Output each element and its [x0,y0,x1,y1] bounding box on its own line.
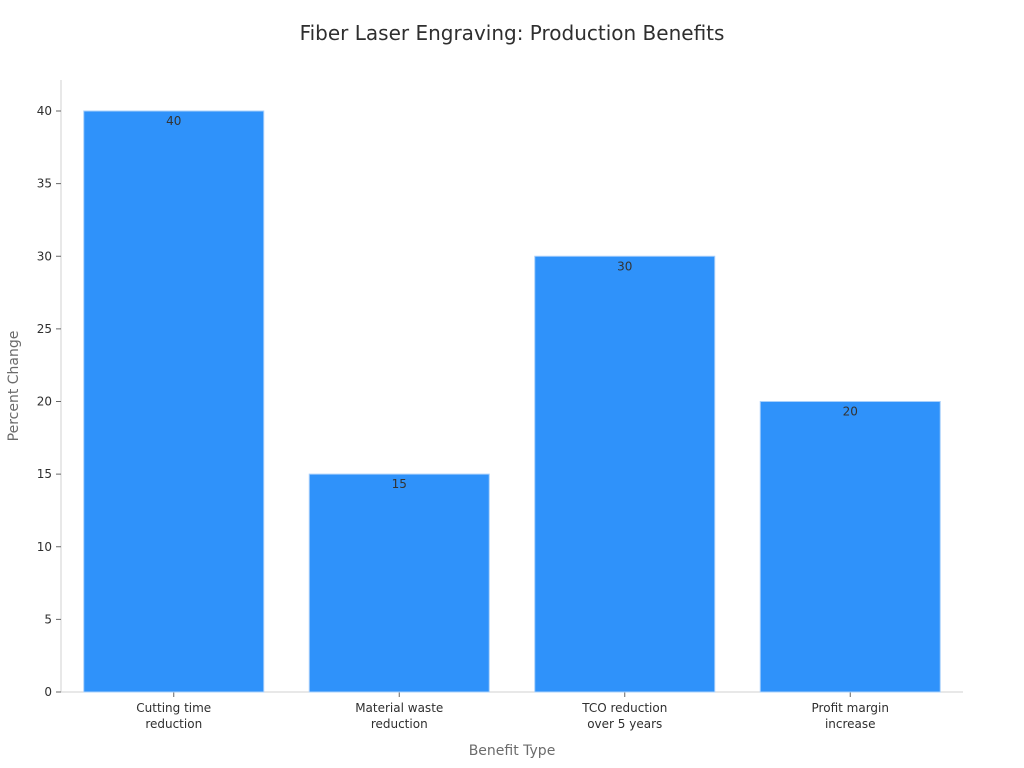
bar-value-label: 40 [166,114,181,128]
x-tick-label: Cutting time reduction [136,701,211,731]
y-tick-label: 35 [37,177,52,191]
x-axis: Cutting time reduction Material waste reduc… [61,691,963,731]
y-tick-label: 40 [37,104,52,118]
y-tick-label: 0 [44,685,52,699]
x-tick-label: TCO reduction over 5 years [581,701,667,731]
y-tick-label: 10 [37,540,52,554]
bar-value-label: 20 [843,405,858,419]
bar-value-label: 15 [392,477,407,491]
y-tick-label: 30 [37,249,52,263]
bar [534,255,716,693]
bar [83,110,265,693]
bar-value-label: 30 [617,259,632,273]
y-tick-label: 15 [37,467,52,481]
chart-title: Fiber Laser Engraving: Production Benefi… [300,21,725,45]
y-tick-label: 5 [44,612,52,626]
x-tick-label: Material waste reduction [355,701,443,731]
y-tick-label: 25 [37,322,52,336]
bar [759,401,941,693]
y-axis: 0 5 10 15 20 25 30 35 40 [37,80,62,699]
y-tick-label: 20 [37,395,52,409]
x-axis-title: Benefit Type [469,743,556,759]
bars: 40 15 30 20 [83,110,941,693]
y-axis-title: Percent Change [6,331,22,442]
x-tick-label: Profit margin increase [812,701,889,731]
bar [308,473,490,693]
